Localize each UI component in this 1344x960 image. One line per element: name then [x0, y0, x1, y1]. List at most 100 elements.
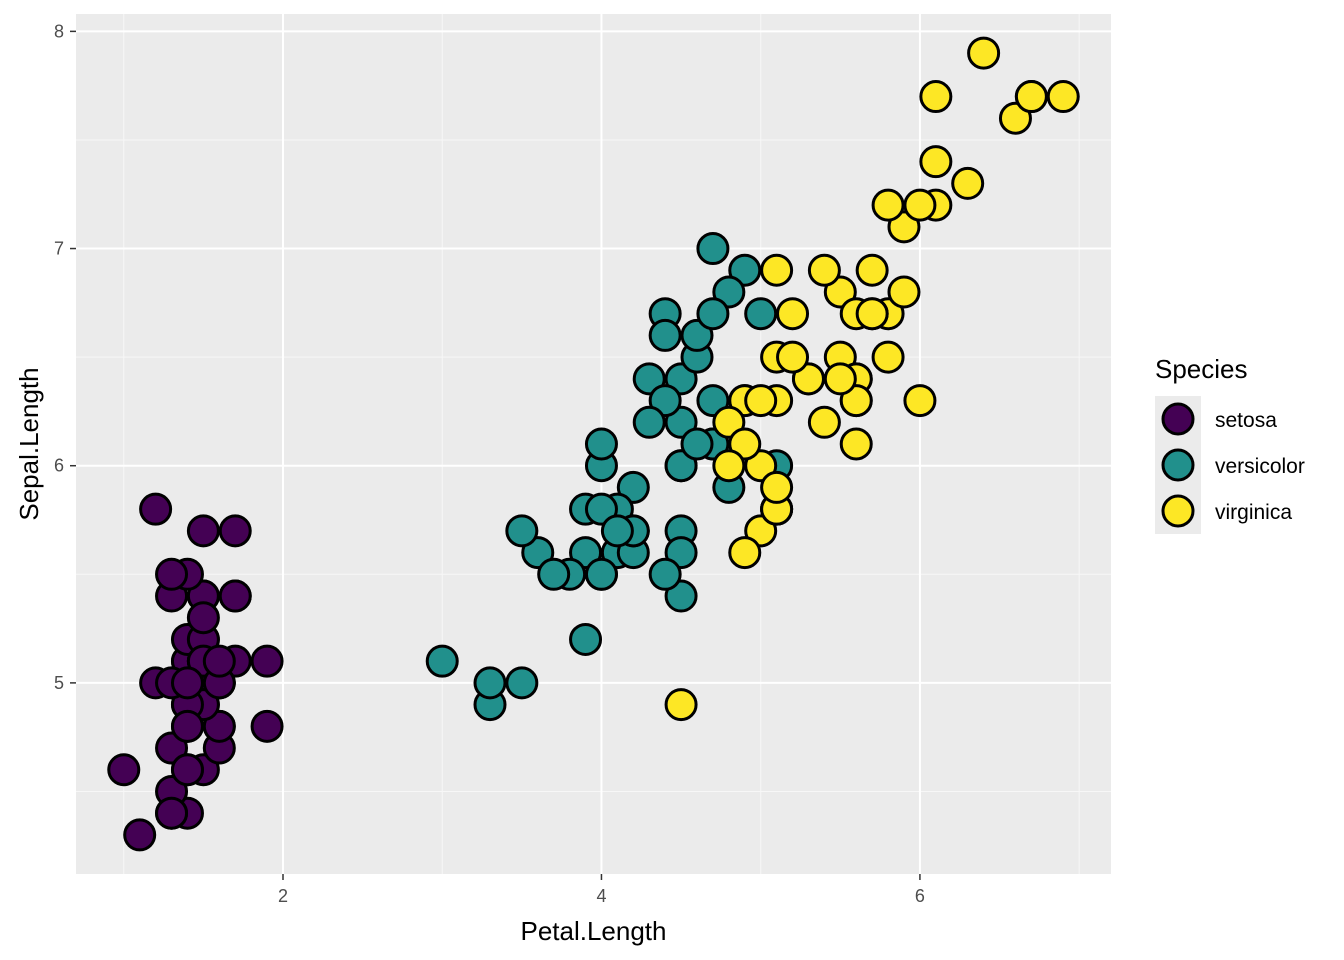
data-point-virginica	[919, 145, 953, 179]
x-tick-label: 2	[278, 886, 288, 906]
data-point-versicolor	[600, 514, 634, 548]
data-point-setosa	[170, 709, 204, 743]
data-point-virginica	[951, 166, 985, 200]
legend-key-setosa	[1161, 402, 1195, 436]
data-point-versicolor	[425, 644, 459, 678]
data-point-virginica	[776, 297, 810, 331]
data-point-virginica	[903, 188, 937, 222]
y-tick-label: 6	[54, 456, 64, 476]
legend-title: Species	[1155, 354, 1248, 384]
data-point-versicolor	[473, 666, 507, 700]
data-point-setosa	[107, 753, 141, 787]
data-point-versicolor	[632, 362, 666, 396]
data-point-versicolor	[648, 318, 682, 352]
data-point-virginica	[839, 427, 873, 461]
data-point-versicolor	[584, 492, 618, 526]
data-point-versicolor	[712, 275, 746, 309]
data-point-virginica	[760, 470, 794, 504]
data-point-versicolor	[648, 557, 682, 591]
data-point-versicolor	[569, 622, 603, 656]
data-point-versicolor	[664, 362, 698, 396]
legend-label-versicolor: versicolor	[1215, 455, 1305, 478]
x-axis-title: Petal.Length	[520, 916, 666, 946]
data-point-virginica	[1014, 80, 1048, 114]
legend-label-virginica: virginica	[1215, 501, 1292, 524]
data-point-versicolor	[505, 666, 539, 700]
y-tick-label: 8	[54, 21, 64, 41]
legend-label-setosa: setosa	[1215, 409, 1277, 432]
data-point-versicolor	[664, 579, 698, 613]
data-point-virginica	[744, 449, 778, 483]
data-point-versicolor	[664, 405, 698, 439]
data-point-versicolor	[616, 470, 650, 504]
data-point-virginica	[839, 384, 873, 418]
x-tick-label: 4	[596, 886, 606, 906]
data-points	[107, 36, 1080, 852]
y-tick-label: 7	[54, 239, 64, 259]
data-point-virginica	[823, 275, 857, 309]
data-point-virginica	[712, 449, 746, 483]
data-point-virginica	[712, 405, 746, 439]
data-point-setosa	[123, 818, 157, 852]
data-point-virginica	[791, 362, 825, 396]
data-point-virginica	[1046, 80, 1080, 114]
data-point-virginica	[903, 384, 937, 418]
data-point-versicolor	[696, 384, 730, 418]
data-point-setosa	[250, 644, 284, 678]
data-point-setosa	[250, 709, 284, 743]
data-point-versicolor	[664, 536, 698, 570]
data-point-virginica	[728, 536, 762, 570]
data-point-virginica	[855, 297, 889, 331]
data-point-virginica	[919, 80, 953, 114]
data-point-virginica	[887, 275, 921, 309]
data-point-virginica	[871, 340, 905, 374]
legend-key-virginica	[1161, 494, 1195, 528]
data-point-versicolor	[505, 514, 539, 548]
data-point-setosa	[202, 709, 236, 743]
data-point-virginica	[967, 36, 1001, 70]
data-point-setosa	[155, 731, 189, 765]
data-point-versicolor	[744, 297, 778, 331]
data-point-virginica	[760, 253, 794, 287]
data-point-versicolor	[664, 449, 698, 483]
data-point-versicolor	[728, 253, 762, 287]
data-point-versicolor	[521, 536, 555, 570]
data-point-setosa	[186, 601, 220, 635]
x-axis-ticks: 2 4 6	[278, 874, 925, 906]
data-point-virginica	[887, 210, 921, 244]
data-point-versicolor	[537, 557, 571, 591]
data-point-versicolor	[696, 232, 730, 266]
y-tick-label: 5	[54, 673, 64, 693]
data-point-virginica	[823, 362, 857, 396]
data-point-setosa	[218, 579, 252, 613]
x-tick-label: 6	[915, 886, 925, 906]
data-point-versicolor	[584, 557, 618, 591]
legend: Species setosa versicolor virginica	[1155, 354, 1305, 534]
data-point-setosa	[139, 492, 173, 526]
data-point-versicolor	[680, 427, 714, 461]
data-point-versicolor	[696, 297, 730, 331]
data-point-virginica	[855, 253, 889, 287]
data-point-setosa	[218, 514, 252, 548]
data-point-virginica	[744, 514, 778, 548]
data-point-versicolor	[569, 536, 603, 570]
data-point-virginica	[871, 188, 905, 222]
data-point-setosa	[202, 644, 236, 678]
data-point-virginica	[807, 253, 841, 287]
data-point-virginica	[776, 340, 810, 374]
data-point-setosa	[155, 557, 189, 591]
data-point-virginica	[998, 101, 1032, 135]
data-point-versicolor	[584, 427, 618, 461]
data-point-setosa	[170, 666, 204, 700]
data-point-virginica	[807, 405, 841, 439]
data-point-versicolor	[632, 405, 666, 439]
legend-key-versicolor	[1161, 448, 1195, 482]
data-point-setosa	[155, 796, 189, 830]
data-point-virginica	[664, 688, 698, 722]
y-axis-ticks: 5 6 7 8	[54, 21, 76, 693]
data-point-virginica	[744, 384, 778, 418]
y-axis-title: Sepal.Length	[14, 367, 44, 520]
data-point-setosa	[186, 514, 220, 548]
data-point-versicolor	[648, 384, 682, 418]
